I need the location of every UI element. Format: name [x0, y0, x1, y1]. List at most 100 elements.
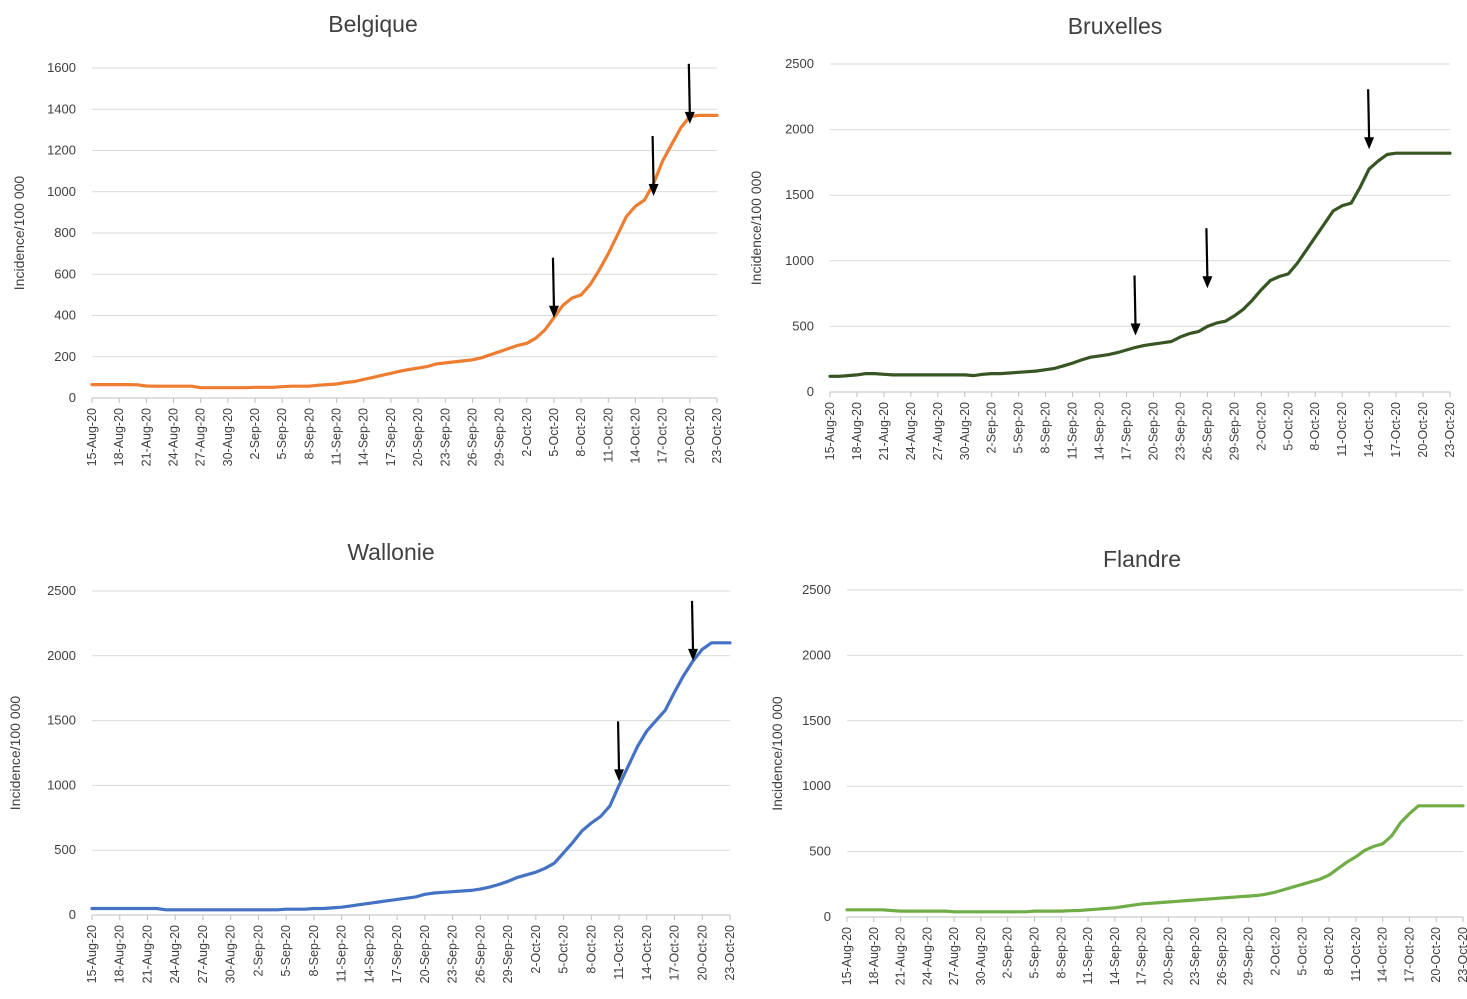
x-tick-label: 2-Oct-20 [1254, 402, 1268, 451]
x-tick-label: 11-Sep-20 [1066, 402, 1080, 459]
x-tick-label: 27-Aug-20 [196, 925, 210, 983]
chart-title: Wallonie [347, 539, 434, 565]
chart-bruxelles: Bruxelles Incidence/100 000 0 500 1000 1500 20… [748, 13, 1457, 460]
x-tick-label: 29-Sep-20 [1227, 402, 1241, 460]
x-tick-label: 20-Oct-20 [683, 408, 697, 464]
y-tick-label: 500 [809, 844, 831, 859]
y-tick-label: 0 [824, 909, 831, 924]
x-tick-label: 8-Sep-20 [302, 408, 316, 459]
series-line [845, 804, 1465, 914]
y-tick-label: 2500 [47, 583, 76, 598]
x-tick-label: 23-Sep-20 [438, 408, 452, 466]
y-tick-label: 2000 [47, 648, 76, 663]
series-line [828, 151, 1452, 378]
x-tick-label: 24-Aug-20 [920, 927, 934, 985]
x-tick-label: 18-Aug-20 [850, 402, 864, 460]
x-tick-label: 11-Sep-20 [330, 408, 344, 465]
x-tick-label: 8-Oct-20 [1322, 927, 1336, 976]
x-tick-label: 2-Oct-20 [1269, 927, 1283, 976]
y-tick-label: 2500 [785, 56, 814, 71]
y-axis-label: Incidence/100 000 [748, 171, 764, 286]
x-tick-label: 26-Sep-20 [473, 925, 487, 983]
series-line [90, 641, 732, 912]
x-tick-label: 11-Oct-20 [601, 408, 615, 463]
y-tick-label: 1500 [785, 187, 814, 202]
y-tick-label: 400 [54, 308, 76, 323]
annotation-arrow [688, 600, 699, 661]
x-tick-label: 20-Sep-20 [411, 408, 425, 466]
x-tick-label: 2-Oct-20 [520, 408, 534, 457]
x-tick-label: 5-Oct-20 [1295, 927, 1309, 976]
y-tick-label: 200 [54, 349, 76, 364]
x-tick-label: 5-Oct-20 [547, 408, 561, 457]
x-tick-label: 2-Sep-20 [251, 925, 265, 976]
x-tick-label: 20-Sep-20 [1161, 927, 1175, 985]
y-tick-label: 0 [807, 384, 814, 399]
x-tick-label: 30-Aug-20 [958, 402, 972, 460]
annotation-arrow [548, 257, 559, 318]
x-tick-label: 18-Aug-20 [112, 408, 126, 466]
x-tick-label: 8-Sep-20 [1054, 927, 1068, 978]
x-tick-label: 26-Sep-20 [465, 408, 479, 466]
y-tick-label: 500 [54, 842, 76, 857]
x-tick-label: 5-Sep-20 [275, 408, 289, 459]
x-tick-label: 17-Sep-20 [1135, 927, 1149, 985]
x-tick-label: 20-Oct-20 [695, 925, 709, 981]
x-tick-label: 8-Sep-20 [307, 925, 321, 976]
x-tick-label: 5-Sep-20 [1027, 927, 1041, 978]
x-tick-label: 15-Aug-20 [840, 927, 854, 985]
x-tick-label: 14-Oct-20 [628, 408, 642, 464]
x-tick-label: 18-Aug-20 [867, 927, 881, 985]
annotation-arrow [1364, 89, 1375, 150]
x-tick-label: 8-Oct-20 [584, 925, 598, 974]
x-tick-label: 14-Sep-20 [357, 408, 371, 466]
x-tick-label: 17-Oct-20 [1389, 402, 1403, 458]
x-tick-label: 23-Sep-20 [446, 925, 460, 983]
y-axis-label: Incidence/100 000 [11, 176, 27, 291]
y-axis-label: Incidence/100 000 [769, 696, 785, 811]
x-tick-label: 5-Sep-20 [1012, 402, 1026, 453]
annotation-arrow [684, 63, 695, 124]
y-tick-label: 600 [54, 266, 76, 281]
y-tick-label: 2500 [802, 582, 831, 597]
x-tick-label: 18-Aug-20 [113, 925, 127, 983]
x-tick-label: 20-Oct-20 [1416, 402, 1430, 458]
x-tick-label: 20-Sep-20 [418, 925, 432, 983]
x-tick-label: 26-Sep-20 [1215, 927, 1229, 985]
x-tick-label: 2-Oct-20 [529, 925, 543, 974]
x-tick-label: 27-Aug-20 [947, 927, 961, 985]
x-tick-label: 2-Sep-20 [1001, 927, 1015, 978]
x-tick-label: 8-Sep-20 [1039, 402, 1053, 453]
x-tick-label: 5-Sep-20 [279, 925, 293, 976]
x-tick-label: 17-Oct-20 [668, 925, 682, 981]
x-tick-label: 29-Sep-20 [493, 408, 507, 466]
y-tick-label: 1500 [802, 713, 831, 728]
chart-flandre: Flandre Incidence/100 000 0 500 1000 1500 2000… [769, 546, 1467, 985]
x-tick-label: 11-Sep-20 [1081, 927, 1095, 984]
y-tick-label: 0 [69, 907, 76, 922]
x-tick-label: 17-Sep-20 [1120, 402, 1134, 460]
y-tick-label: 2000 [802, 647, 831, 662]
x-tick-label: 20-Sep-20 [1146, 402, 1160, 460]
chart-title: Bruxelles [1068, 13, 1163, 39]
y-tick-label: 1000 [47, 184, 76, 199]
x-tick-label: 17-Sep-20 [384, 408, 398, 466]
x-tick-label: 23-Oct-20 [710, 408, 724, 464]
y-tick-label: 1200 [47, 143, 76, 158]
x-tick-label: 24-Aug-20 [168, 925, 182, 983]
x-tick-label: 21-Aug-20 [894, 927, 908, 985]
x-tick-label: 5-Oct-20 [1281, 402, 1295, 451]
x-tick-label: 11-Sep-20 [335, 925, 349, 982]
y-tick-label: 2000 [785, 122, 814, 137]
x-tick-label: 2-Sep-20 [248, 408, 262, 459]
x-tick-label: 15-Aug-20 [823, 402, 837, 460]
y-tick-label: 500 [792, 318, 814, 333]
chart-title: Belgique [328, 11, 418, 37]
x-tick-label: 11-Oct-20 [1335, 402, 1349, 457]
x-tick-label: 15-Aug-20 [85, 925, 99, 983]
x-tick-label: 15-Aug-20 [85, 408, 99, 466]
x-tick-label: 23-Sep-20 [1173, 402, 1187, 460]
y-axis-label: Incidence/100 000 [7, 696, 23, 811]
chart-title: Flandre [1103, 546, 1181, 572]
x-tick-label: 23-Oct-20 [1456, 927, 1467, 983]
